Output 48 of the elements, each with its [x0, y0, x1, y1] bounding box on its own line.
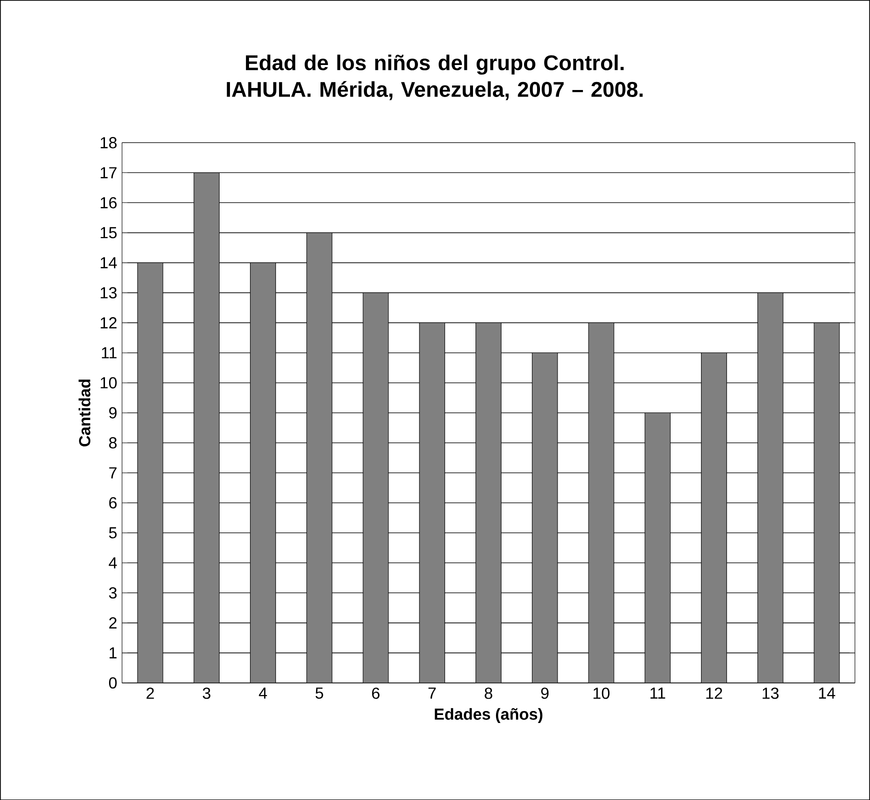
- bar: [476, 322, 502, 683]
- bar: [588, 322, 614, 683]
- y-tick-label: 7: [109, 467, 117, 478]
- bar: [757, 292, 784, 683]
- y-tick-label: 11: [102, 347, 117, 358]
- x-tick-label: 4: [258, 687, 267, 698]
- x-tick-label: 9: [541, 687, 549, 699]
- y-tick-label: 8: [109, 437, 117, 448]
- x-tick-label: 5: [316, 687, 324, 699]
- bar: [701, 352, 727, 683]
- y-tick-label: 10: [100, 377, 117, 388]
- y-tick-label: 3: [109, 587, 117, 598]
- y-tick-label: 16: [100, 196, 117, 208]
- y-axis-title: Cantidad: [78, 379, 90, 446]
- bar: [532, 352, 558, 683]
- y-tick-label: 15: [100, 227, 117, 238]
- x-tick-label: 7: [428, 687, 436, 698]
- chart-title: Edad de los niños del grupo Control. IAHULA. Mérida, Venezuela, 2007 – 2008.: [226, 54, 643, 100]
- y-tick-label: 2: [109, 617, 117, 628]
- y-tick-label: 4: [108, 557, 117, 568]
- y-tick-label: 1: [110, 647, 117, 658]
- bar: [306, 232, 332, 683]
- y-tick-label: 0: [109, 677, 117, 688]
- bar: [194, 172, 220, 683]
- x-tick-label: 10: [594, 687, 610, 699]
- x-tick-label: 6: [372, 687, 380, 699]
- y-tick-label: 13: [100, 286, 117, 298]
- x-tick-label: 11: [650, 687, 666, 698]
- y-tick-label: 12: [100, 317, 117, 328]
- x-tick-label: 3: [202, 687, 210, 699]
- y-tick-label: 18: [100, 136, 117, 148]
- x-tick-label: 13: [762, 687, 779, 699]
- x-tick-label: 14: [819, 687, 836, 698]
- x-tick-label: 8: [484, 687, 492, 699]
- y-tick-label: 6: [109, 497, 117, 508]
- y-tick-label: 14: [100, 257, 117, 268]
- x-axis-title: Edades (años): [434, 708, 542, 723]
- bar: [250, 262, 276, 683]
- y-tick-label: 17: [100, 167, 117, 178]
- bar: [137, 262, 164, 683]
- y-tick-label: 9: [109, 407, 117, 418]
- x-tick-label: 12: [706, 687, 722, 699]
- bar: [419, 322, 446, 683]
- y-tick-label: 5: [109, 527, 117, 538]
- bar: [814, 322, 840, 683]
- bar: [644, 412, 671, 683]
- x-tick-label: 2: [146, 687, 154, 699]
- bar: [362, 292, 389, 683]
